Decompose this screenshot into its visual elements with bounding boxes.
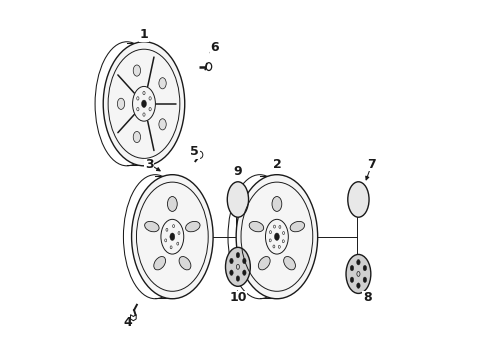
Ellipse shape <box>230 258 233 264</box>
Text: 4: 4 <box>123 316 132 329</box>
Ellipse shape <box>284 257 295 270</box>
Text: 5: 5 <box>190 145 199 158</box>
Ellipse shape <box>179 257 191 270</box>
Text: 10: 10 <box>229 291 246 304</box>
Ellipse shape <box>168 197 177 211</box>
Ellipse shape <box>274 233 279 240</box>
Ellipse shape <box>159 78 166 89</box>
Ellipse shape <box>243 270 246 275</box>
Ellipse shape <box>225 247 250 286</box>
Text: 7: 7 <box>368 158 376 171</box>
Text: 1: 1 <box>140 28 148 41</box>
Ellipse shape <box>142 100 147 108</box>
Ellipse shape <box>350 265 354 271</box>
Ellipse shape <box>118 98 124 109</box>
Ellipse shape <box>236 276 240 281</box>
Ellipse shape <box>154 257 166 270</box>
Ellipse shape <box>243 258 246 264</box>
Ellipse shape <box>159 119 166 130</box>
Ellipse shape <box>236 252 240 258</box>
Ellipse shape <box>236 175 318 299</box>
Text: 3: 3 <box>145 158 153 171</box>
Ellipse shape <box>258 257 270 270</box>
Ellipse shape <box>346 255 371 293</box>
Text: 8: 8 <box>363 291 371 304</box>
Ellipse shape <box>363 265 367 271</box>
Text: 6: 6 <box>211 41 219 54</box>
Text: 2: 2 <box>272 158 281 171</box>
Ellipse shape <box>357 283 360 288</box>
Ellipse shape <box>103 42 185 166</box>
Ellipse shape <box>357 260 360 265</box>
Ellipse shape <box>186 221 200 232</box>
Ellipse shape <box>132 175 213 299</box>
Ellipse shape <box>145 221 159 232</box>
Ellipse shape <box>272 197 282 211</box>
Ellipse shape <box>348 182 369 217</box>
Text: 9: 9 <box>234 165 242 177</box>
Ellipse shape <box>249 221 264 232</box>
Ellipse shape <box>227 182 248 217</box>
Ellipse shape <box>133 65 141 76</box>
Ellipse shape <box>170 233 175 240</box>
Ellipse shape <box>230 270 233 275</box>
Ellipse shape <box>290 221 305 232</box>
Ellipse shape <box>350 277 354 283</box>
Ellipse shape <box>363 277 367 283</box>
Ellipse shape <box>133 131 141 143</box>
